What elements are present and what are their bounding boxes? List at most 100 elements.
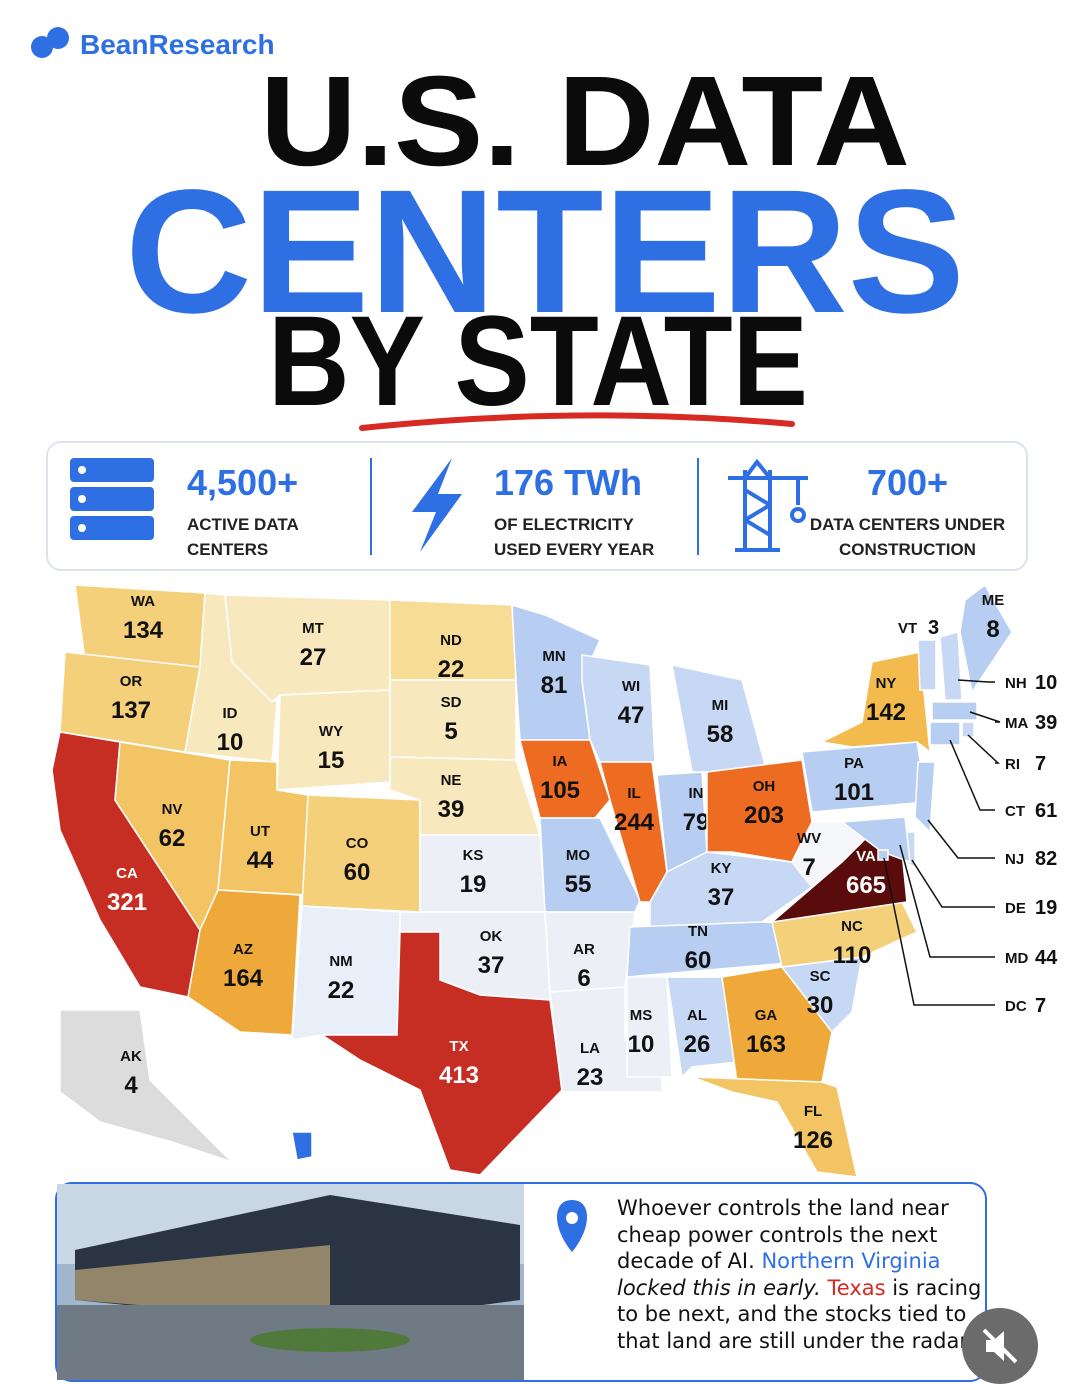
state-abbr: CA [116,865,138,882]
state-value: 55 [565,871,592,898]
state-value: 10 [1035,672,1057,694]
state-abbr: IL [627,785,640,802]
state-abbr: ME [982,592,1005,609]
leader-line [899,844,995,958]
state-abbr: NM [329,953,352,970]
state-abbr: AR [573,941,595,958]
state-abbr: CO [346,835,369,852]
state-abbr: OH [753,778,776,795]
state [187,889,301,1036]
state-abbr: AK [120,1048,142,1065]
state-abbr: SC [810,968,831,985]
state-value: 26 [684,1031,711,1058]
title-line: BY STATE [268,290,808,433]
state-value: 60 [685,947,712,974]
state-abbr: NH [1005,675,1027,692]
stat: 4,500+ ACTIVE DATA CENTERS [187,462,357,562]
state-value: 7 [802,854,815,881]
state-abbr: OR [120,673,143,690]
state-value: 101 [834,779,874,806]
state [877,849,889,861]
mute-button[interactable] [962,1308,1038,1384]
state-value: 19 [460,871,487,898]
state-value: 126 [793,1127,833,1154]
state-value: 37 [478,952,505,979]
state-abbr: RI [1005,756,1020,773]
state-value: 7 [1035,753,1046,775]
state-value: 142 [866,699,906,726]
state-value: 44 [1035,947,1058,969]
state-abbr: KY [711,860,732,877]
callout-highlight: Texas [827,1275,886,1300]
leader-line [949,739,995,811]
state-value: 163 [746,1031,786,1058]
state-abbr: DC [1005,998,1027,1015]
state-value: 15 [318,747,345,774]
state-abbr: OK [480,928,503,945]
state [959,583,1013,694]
stat-value: 176 TWh [494,462,643,503]
state-value: 37 [708,884,735,911]
state-value: 244 [614,809,655,836]
state-abbr: ND [440,632,462,649]
callout-highlight: Northern Virginia [761,1249,941,1273]
state-value: 164 [223,965,264,992]
state-value: 44 [247,847,274,874]
state [931,701,978,721]
state-value: 47 [618,702,645,729]
state-abbr: MO [566,847,590,864]
state-value: 665 [846,872,886,899]
state-value: 110 [833,942,872,969]
state [929,721,961,746]
state-abbr: SD [441,694,462,711]
state-value: 137 [111,697,151,724]
title-line: CENTERS [125,154,965,350]
state-abbr: NY [876,675,897,692]
state-abbr: LA [580,1040,600,1057]
state [276,689,391,791]
state-value: 61 [1035,800,1057,822]
state-value: 81 [541,672,568,699]
state-value: 203 [744,802,784,829]
state-value: 10 [628,1031,655,1058]
state [301,794,421,913]
state [939,631,963,701]
leader-line [969,711,1001,723]
state [626,976,673,1078]
state [666,976,738,1079]
state-value: 39 [1035,712,1057,734]
state-value: 10 [217,729,244,756]
state-abbr: TX [449,1038,468,1055]
state-abbr: MI [712,697,729,714]
state-abbr: DE [1005,900,1026,917]
state-abbr: WV [797,830,821,847]
state-value: 3 [928,617,939,639]
state-value: 82 [1035,848,1057,870]
state [839,816,911,864]
state-abbr: TN [688,923,708,940]
state-value: 7 [1035,995,1046,1017]
state-abbr: CT [1005,803,1025,820]
stat: 700+ DATA CENTERS UNDER CONSTRUCTION [800,462,1015,562]
leader-line [911,859,995,908]
title-line: U.S. DATA [260,50,910,193]
state-abbr: WY [319,723,343,740]
state-abbr: MS [630,1007,653,1024]
state-abbr: KS [463,847,484,864]
callout-text: locked this in early. [617,1275,821,1300]
state-value: 321 [107,889,147,916]
state-abbr: HI [324,1113,339,1130]
state-abbr: NE [441,772,462,789]
state-abbr: VT [898,620,917,637]
state-abbr: WI [622,678,640,695]
state-value: 6 [577,965,590,992]
state-value: 134 [123,617,164,644]
state-value: 19 [1035,897,1057,919]
brand: BeanResearch [80,29,275,60]
state-abbr: FL [804,1103,822,1120]
state-value: 60 [344,859,371,886]
state [671,664,768,773]
state-value: 62 [159,825,186,852]
state-abbr: IA [553,753,568,770]
